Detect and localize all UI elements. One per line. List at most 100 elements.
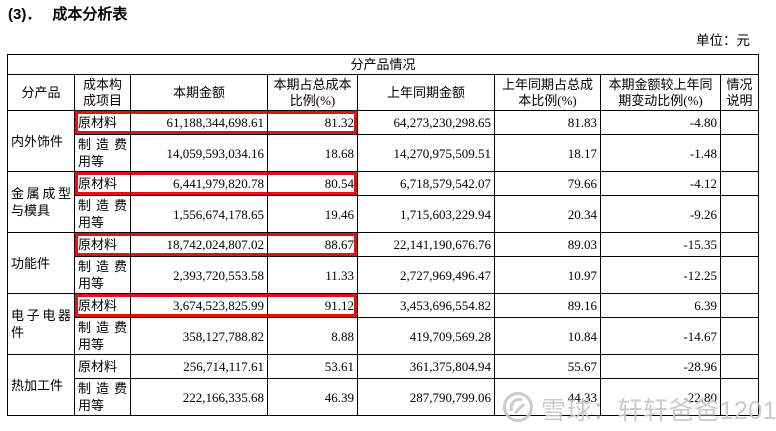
title-text: 成本分析表 [52,6,128,23]
col-header-amount: 本期金额 [130,74,268,111]
column-header-row: 分产品 成本构成项目 本期金额 本期占总成本比例(%) 上年同期金额 上年同期占… [7,74,760,111]
table-row: 功能件 原材料 18,742,024,807.02 88.67 22,141,1… [7,232,760,294]
col-header-change: 本期金额较上年同期变动比例(%) [600,74,721,111]
page-title: (3)． 成本分析表 [8,3,127,24]
table-row: 内外饰件 原材料 61,188,344,698.61 81.32 64,273,… [7,110,760,172]
cell-cost-item: 原材料 [74,171,131,196]
table-row: 制造费用等 14,059,593,034.16 18.68 14,270,975… [8,134,760,172]
cell-pct: 81.32 [267,110,358,135]
cell-cost-item: 制造费用等 [74,134,131,172]
cell-change: -4.12 [600,171,721,196]
cell-change: 6.39 [600,293,721,318]
cell-prev-amount: 361,375,804.94 [357,354,495,379]
cell-note [719,378,760,416]
cell-cost-item: 制造费用等 [74,256,131,294]
cell-cost-item: 原材料 [74,110,131,135]
cost-analysis-table: 分产品情况 分产品 成本构成项目 本期金额 本期占总成本比例(%) 上年同期金额… [6,54,760,416]
cell-product-name: 金属成型与模具 [7,171,75,233]
cell-prev-pct: 55.67 [494,354,601,379]
table-row: 制造费用等 1,556,674,178.65 19.46 1,715,603,2… [8,195,760,233]
cell-pct: 19.46 [267,195,358,233]
cell-cost-item: 原材料 [74,232,131,257]
cell-prev-pct: 79.66 [494,171,601,196]
cell-note [719,195,760,233]
cell-note [719,171,760,196]
cell-change: -15.35 [600,232,721,257]
cell-prev-pct: 89.03 [494,232,601,257]
cell-product-name: 热加工件 [7,354,75,416]
cell-amount: 61,188,344,698.61 [130,110,268,135]
col-header-cost-item: 成本构成项目 [74,74,131,111]
cell-prev-amount: 22,141,190,676.76 [357,232,495,257]
cell-cost-item: 原材料 [74,354,131,379]
cell-pct: 88.67 [267,232,358,257]
cell-cost-item: 制造费用等 [74,195,131,233]
cell-amount: 2,393,720,553.58 [130,256,268,294]
cell-prev-amount: 64,273,230,298.65 [357,110,495,135]
cell-change: -28.96 [600,354,721,379]
cell-amount: 14,059,593,034.16 [130,134,268,172]
cell-prev-pct: 89.16 [494,293,601,318]
col-header-product: 分产品 [7,74,75,111]
cell-pct: 91.12 [267,293,358,318]
cell-change: -14.67 [600,317,721,355]
cell-note [719,354,760,379]
cell-prev-amount: 3,453,696,554.82 [357,293,495,318]
cell-pct: 11.33 [267,256,358,294]
cell-note [719,232,760,257]
cell-note [719,317,760,355]
cell-product-name: 功能件 [7,232,75,294]
table-row: 电子电器件 原材料 3,674,523,825.99 91.12 3,453,6… [7,293,760,355]
cell-note [719,110,760,135]
cell-amount: 18,742,024,807.02 [130,232,268,257]
table-row: 金属成型与模具 原材料 6,441,979,820.78 80.54 6,718… [7,171,760,233]
col-header-note: 情况说明 [719,74,760,111]
cell-change: -22.80 [600,378,721,416]
cell-product-name: 内外饰件 [7,110,75,172]
cell-note [719,134,760,172]
table-row: 制造费用等 2,393,720,553.58 11.33 2,727,969,4… [8,256,760,294]
cell-prev-pct: 81.83 [494,110,601,135]
cell-prev-pct: 20.34 [494,195,601,233]
cell-pct: 80.54 [267,171,358,196]
cell-amount: 358,127,788.82 [130,317,268,355]
cell-prev-amount: 2,727,969,496.47 [357,256,495,294]
cell-prev-amount: 14,270,975,509.51 [357,134,495,172]
cell-cost-item: 原材料 [74,293,131,318]
cell-prev-amount: 1,715,603,229.94 [357,195,495,233]
cell-change: -9.26 [600,195,721,233]
cell-amount: 222,166,335.68 [130,378,268,416]
cell-prev-amount: 419,709,569.28 [357,317,495,355]
col-header-prev-pct: 上年同期占总成本比例(%) [494,74,601,111]
cell-pct: 46.39 [267,378,358,416]
group-header-row: 分产品情况 [6,54,760,75]
unit-label: 单位：元 [696,33,750,48]
cell-cost-item: 制造费用等 [74,378,131,416]
col-header-pct: 本期占总成本比例(%) [267,74,358,111]
watermark: 雪球：轩轩爸爸1201 [501,390,776,428]
group-header: 分产品情况 [6,54,760,75]
table-row: 制造费用等 222,166,335.68 46.39 287,790,799.0… [8,378,760,416]
cell-prev-pct: 18.17 [494,134,601,172]
cell-note [719,256,760,294]
xueqiu-snowball-logo-icon [501,390,535,429]
watermark-text: 雪球：轩轩爸爸1201 [541,397,776,425]
cell-amount: 6,441,979,820.78 [130,171,268,196]
cell-amount: 3,674,523,825.99 [130,293,268,318]
cell-cost-item: 制造费用等 [74,317,131,355]
col-header-prev-amount: 上年同期金额 [357,74,495,111]
cell-change: -12.25 [600,256,721,294]
cell-pct: 18.68 [267,134,358,172]
cell-prev-pct: 44.33 [494,378,601,416]
cell-change: -4.80 [600,110,721,135]
cell-prev-amount: 6,718,579,542.07 [357,171,495,196]
title-number: (3)． [8,6,42,23]
cell-prev-pct: 10.84 [494,317,601,355]
cell-amount: 1,556,674,178.65 [130,195,268,233]
cell-amount: 256,714,117.61 [130,354,268,379]
cell-product-name: 电子电器件 [7,293,75,355]
cell-note [719,293,760,318]
cell-pct: 53.61 [267,354,358,379]
cell-prev-amount: 287,790,799.06 [357,378,495,416]
